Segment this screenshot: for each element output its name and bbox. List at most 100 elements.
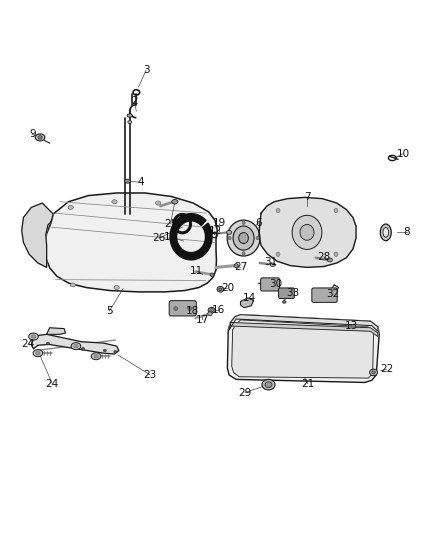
Text: 2: 2 <box>131 96 137 106</box>
Text: 13: 13 <box>344 320 357 330</box>
Polygon shape <box>31 334 119 354</box>
Polygon shape <box>44 193 217 292</box>
Text: 4: 4 <box>137 177 144 188</box>
Text: 16: 16 <box>212 305 225 315</box>
Text: 27: 27 <box>233 262 247 272</box>
Text: 24: 24 <box>46 379 59 389</box>
Text: 10: 10 <box>396 149 409 159</box>
Ellipse shape <box>326 258 332 262</box>
Ellipse shape <box>282 301 286 303</box>
Text: 31: 31 <box>264 257 277 267</box>
Ellipse shape <box>210 273 214 277</box>
Ellipse shape <box>81 348 84 350</box>
Ellipse shape <box>155 201 160 205</box>
Text: 24: 24 <box>21 340 34 350</box>
Ellipse shape <box>219 288 221 290</box>
FancyBboxPatch shape <box>278 288 293 298</box>
Text: 33: 33 <box>286 288 299 298</box>
Ellipse shape <box>112 200 117 204</box>
Ellipse shape <box>74 344 78 348</box>
Ellipse shape <box>31 335 35 338</box>
Ellipse shape <box>233 264 238 268</box>
FancyBboxPatch shape <box>260 278 279 291</box>
Ellipse shape <box>127 114 132 117</box>
Text: 14: 14 <box>242 293 255 303</box>
Ellipse shape <box>333 208 337 213</box>
Text: 23: 23 <box>143 370 157 380</box>
Ellipse shape <box>114 286 119 289</box>
Polygon shape <box>230 322 377 336</box>
Ellipse shape <box>173 306 177 311</box>
Polygon shape <box>170 214 212 260</box>
Text: 30: 30 <box>268 279 282 289</box>
Text: 28: 28 <box>316 252 329 262</box>
Text: 8: 8 <box>403 228 409 237</box>
Ellipse shape <box>33 350 42 357</box>
Text: 9: 9 <box>29 130 35 139</box>
Polygon shape <box>227 314 378 383</box>
FancyBboxPatch shape <box>311 288 336 302</box>
Ellipse shape <box>261 379 275 390</box>
Polygon shape <box>229 314 377 332</box>
Ellipse shape <box>382 228 388 237</box>
Text: 32: 32 <box>325 289 338 298</box>
Ellipse shape <box>238 232 248 244</box>
Ellipse shape <box>209 309 213 312</box>
Ellipse shape <box>369 369 377 376</box>
Text: 22: 22 <box>379 365 392 374</box>
Ellipse shape <box>35 134 45 141</box>
Text: 7: 7 <box>303 192 310 203</box>
Ellipse shape <box>265 382 272 387</box>
Ellipse shape <box>233 226 254 250</box>
Ellipse shape <box>333 252 337 256</box>
Polygon shape <box>258 197 355 268</box>
Text: 11: 11 <box>190 266 203 276</box>
Text: 20: 20 <box>220 284 233 293</box>
Ellipse shape <box>299 224 313 240</box>
Ellipse shape <box>276 208 279 213</box>
Polygon shape <box>21 203 53 268</box>
Text: 26: 26 <box>152 233 166 243</box>
Ellipse shape <box>35 351 40 355</box>
Text: 15: 15 <box>163 232 177 242</box>
Ellipse shape <box>91 353 101 360</box>
Polygon shape <box>240 298 253 308</box>
Ellipse shape <box>276 252 279 256</box>
Ellipse shape <box>46 342 49 345</box>
Text: 5: 5 <box>106 306 112 316</box>
Ellipse shape <box>38 136 42 139</box>
Ellipse shape <box>127 120 131 124</box>
Text: 29: 29 <box>238 387 251 398</box>
Ellipse shape <box>241 252 244 255</box>
Ellipse shape <box>226 220 259 256</box>
Text: 25: 25 <box>163 219 177 229</box>
Ellipse shape <box>187 306 191 311</box>
Polygon shape <box>46 328 65 334</box>
Ellipse shape <box>241 221 244 224</box>
Ellipse shape <box>171 199 177 204</box>
Ellipse shape <box>207 312 212 316</box>
Text: 17: 17 <box>196 315 209 325</box>
Ellipse shape <box>217 286 223 292</box>
Text: 18: 18 <box>185 306 198 316</box>
Ellipse shape <box>291 215 321 249</box>
Text: 6: 6 <box>255 218 261 228</box>
Ellipse shape <box>379 224 390 241</box>
Ellipse shape <box>113 351 117 353</box>
Ellipse shape <box>371 371 374 374</box>
Ellipse shape <box>226 230 231 235</box>
Ellipse shape <box>94 354 98 358</box>
Ellipse shape <box>227 236 230 240</box>
Ellipse shape <box>103 349 106 352</box>
Polygon shape <box>231 320 373 378</box>
Ellipse shape <box>68 205 73 209</box>
Text: 21: 21 <box>300 379 314 389</box>
Ellipse shape <box>208 308 215 313</box>
Text: 3: 3 <box>142 66 149 76</box>
Ellipse shape <box>70 283 75 287</box>
Ellipse shape <box>270 263 275 266</box>
Ellipse shape <box>71 343 81 350</box>
Ellipse shape <box>255 236 258 240</box>
Ellipse shape <box>124 179 131 183</box>
Text: 12: 12 <box>208 227 221 237</box>
